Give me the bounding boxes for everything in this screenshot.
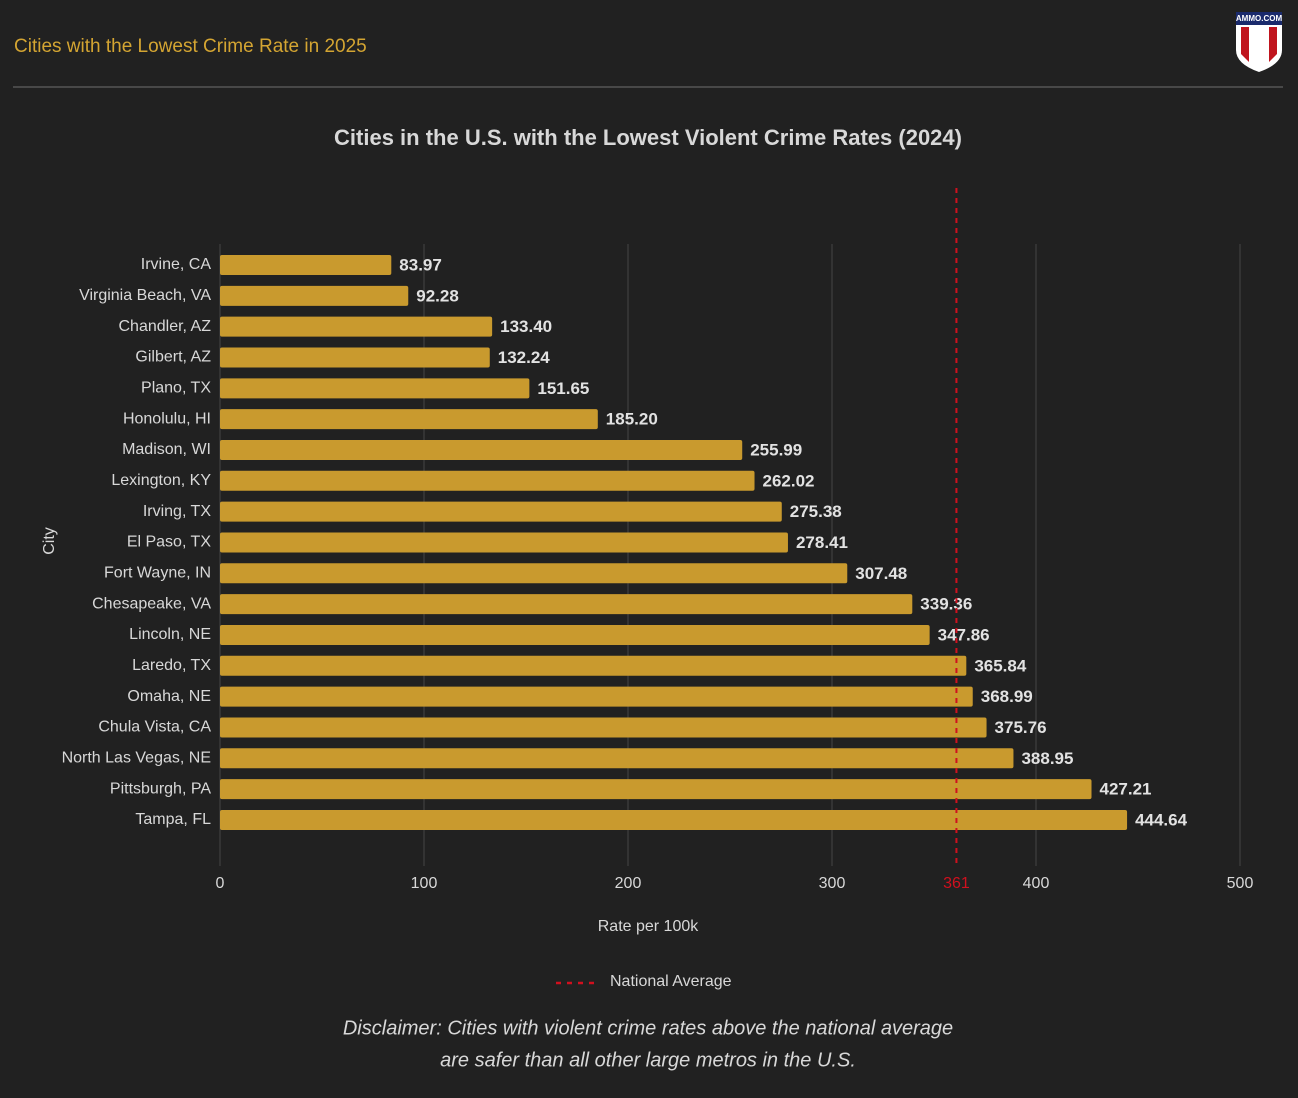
x-tick-label: 300 bbox=[819, 875, 846, 892]
value-label: 388.95 bbox=[1021, 749, 1073, 768]
y-tick-label: Omaha, NE bbox=[127, 688, 211, 705]
y-tick-label: Laredo, TX bbox=[132, 657, 211, 674]
value-label: 255.99 bbox=[750, 440, 802, 459]
value-label: 347.86 bbox=[938, 625, 990, 644]
reference-tick-label: 361 bbox=[943, 875, 970, 892]
y-tick-label: Irvine, CA bbox=[141, 256, 212, 273]
bar bbox=[220, 378, 530, 399]
bar bbox=[220, 470, 755, 491]
bar bbox=[220, 624, 930, 645]
logo-stripes bbox=[1241, 27, 1277, 62]
value-label: 444.64 bbox=[1135, 810, 1188, 829]
bar bbox=[220, 439, 743, 460]
y-tick-label: Honolulu, HI bbox=[123, 410, 211, 427]
bar bbox=[220, 686, 973, 707]
value-label: 368.99 bbox=[981, 687, 1033, 706]
y-tick-label: Lincoln, NE bbox=[129, 626, 211, 643]
disclaimer-line: Disclaimer: Cities with violent crime ra… bbox=[343, 1017, 953, 1039]
bar bbox=[220, 255, 392, 275]
y-tick-label: Tampa, FL bbox=[135, 811, 211, 828]
y-axis-title: City bbox=[41, 527, 58, 555]
x-tick-label: 400 bbox=[1023, 875, 1050, 892]
legend-label: National Average bbox=[610, 973, 732, 990]
y-tick-label: Chandler, AZ bbox=[119, 318, 212, 335]
bar bbox=[220, 409, 598, 430]
value-label: 427.21 bbox=[1100, 780, 1152, 799]
y-tick-label: Irving, TX bbox=[143, 503, 212, 520]
value-label: 133.40 bbox=[500, 317, 552, 336]
value-label: 307.48 bbox=[855, 564, 907, 583]
y-tick-label: Gilbert, AZ bbox=[135, 349, 211, 366]
x-tick-label: 500 bbox=[1227, 875, 1254, 892]
bar bbox=[220, 563, 848, 584]
value-label: 83.97 bbox=[399, 255, 442, 274]
y-tick-label: North Las Vegas, NE bbox=[62, 749, 211, 766]
value-label: 151.65 bbox=[537, 379, 589, 398]
bar bbox=[220, 717, 987, 738]
y-tick-label: Fort Wayne, IN bbox=[104, 565, 211, 582]
bar bbox=[220, 594, 913, 615]
value-label: 365.84 bbox=[974, 656, 1027, 675]
value-label: 262.02 bbox=[763, 471, 815, 490]
bar bbox=[220, 809, 1128, 830]
x-tick-label: 0 bbox=[216, 875, 225, 892]
logo-band bbox=[1236, 12, 1282, 25]
y-tick-label: Chula Vista, CA bbox=[98, 719, 211, 736]
logo: AMMO.COM bbox=[1236, 12, 1283, 72]
bar bbox=[220, 655, 967, 676]
page-title: Cities with the Lowest Crime Rate in 202… bbox=[14, 36, 367, 57]
disclaimer-line: are safer than all other large metros in… bbox=[440, 1049, 856, 1071]
value-label: 339.36 bbox=[920, 595, 972, 614]
y-tick-label: El Paso, TX bbox=[127, 534, 212, 551]
y-tick-label: Plano, TX bbox=[141, 380, 211, 397]
value-label: 132.24 bbox=[498, 348, 551, 367]
y-tick-label: Madison, WI bbox=[122, 441, 211, 458]
bar bbox=[220, 748, 1014, 769]
bar bbox=[220, 347, 490, 368]
bar bbox=[220, 532, 788, 553]
x-axis-title: Rate per 100k bbox=[598, 918, 700, 935]
bar bbox=[220, 501, 782, 522]
bar bbox=[220, 316, 493, 337]
y-tick-label: Virginia Beach, VA bbox=[79, 287, 211, 304]
logo-text: AMMO.COM bbox=[1236, 14, 1283, 23]
bar bbox=[220, 779, 1092, 800]
y-tick-label: Lexington, KY bbox=[111, 472, 211, 489]
value-label: 275.38 bbox=[790, 502, 842, 521]
y-tick-label: Pittsburgh, PA bbox=[110, 780, 211, 797]
value-label: 278.41 bbox=[796, 533, 848, 552]
chart-title: Cities in the U.S. with the Lowest Viole… bbox=[334, 125, 962, 150]
value-label: 185.20 bbox=[606, 410, 658, 429]
bar bbox=[220, 285, 409, 306]
x-tick-label: 100 bbox=[411, 875, 438, 892]
y-tick-label: Chesapeake, VA bbox=[92, 595, 211, 612]
value-label: 92.28 bbox=[416, 286, 459, 305]
value-label: 375.76 bbox=[995, 718, 1047, 737]
x-tick-label: 200 bbox=[615, 875, 642, 892]
